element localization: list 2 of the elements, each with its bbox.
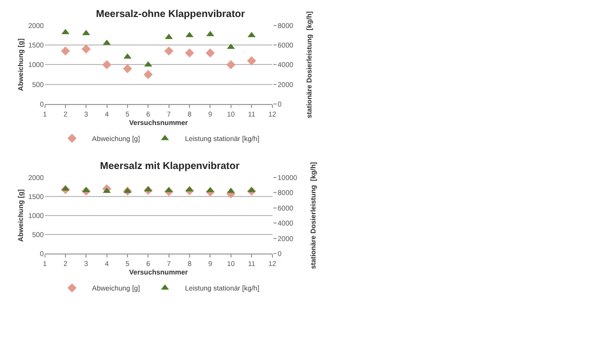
chart-title: Meersalz-ohne Klappenvibrator: [96, 9, 246, 20]
chart-title: Meersalz mit Klappenvibrator: [100, 161, 240, 172]
